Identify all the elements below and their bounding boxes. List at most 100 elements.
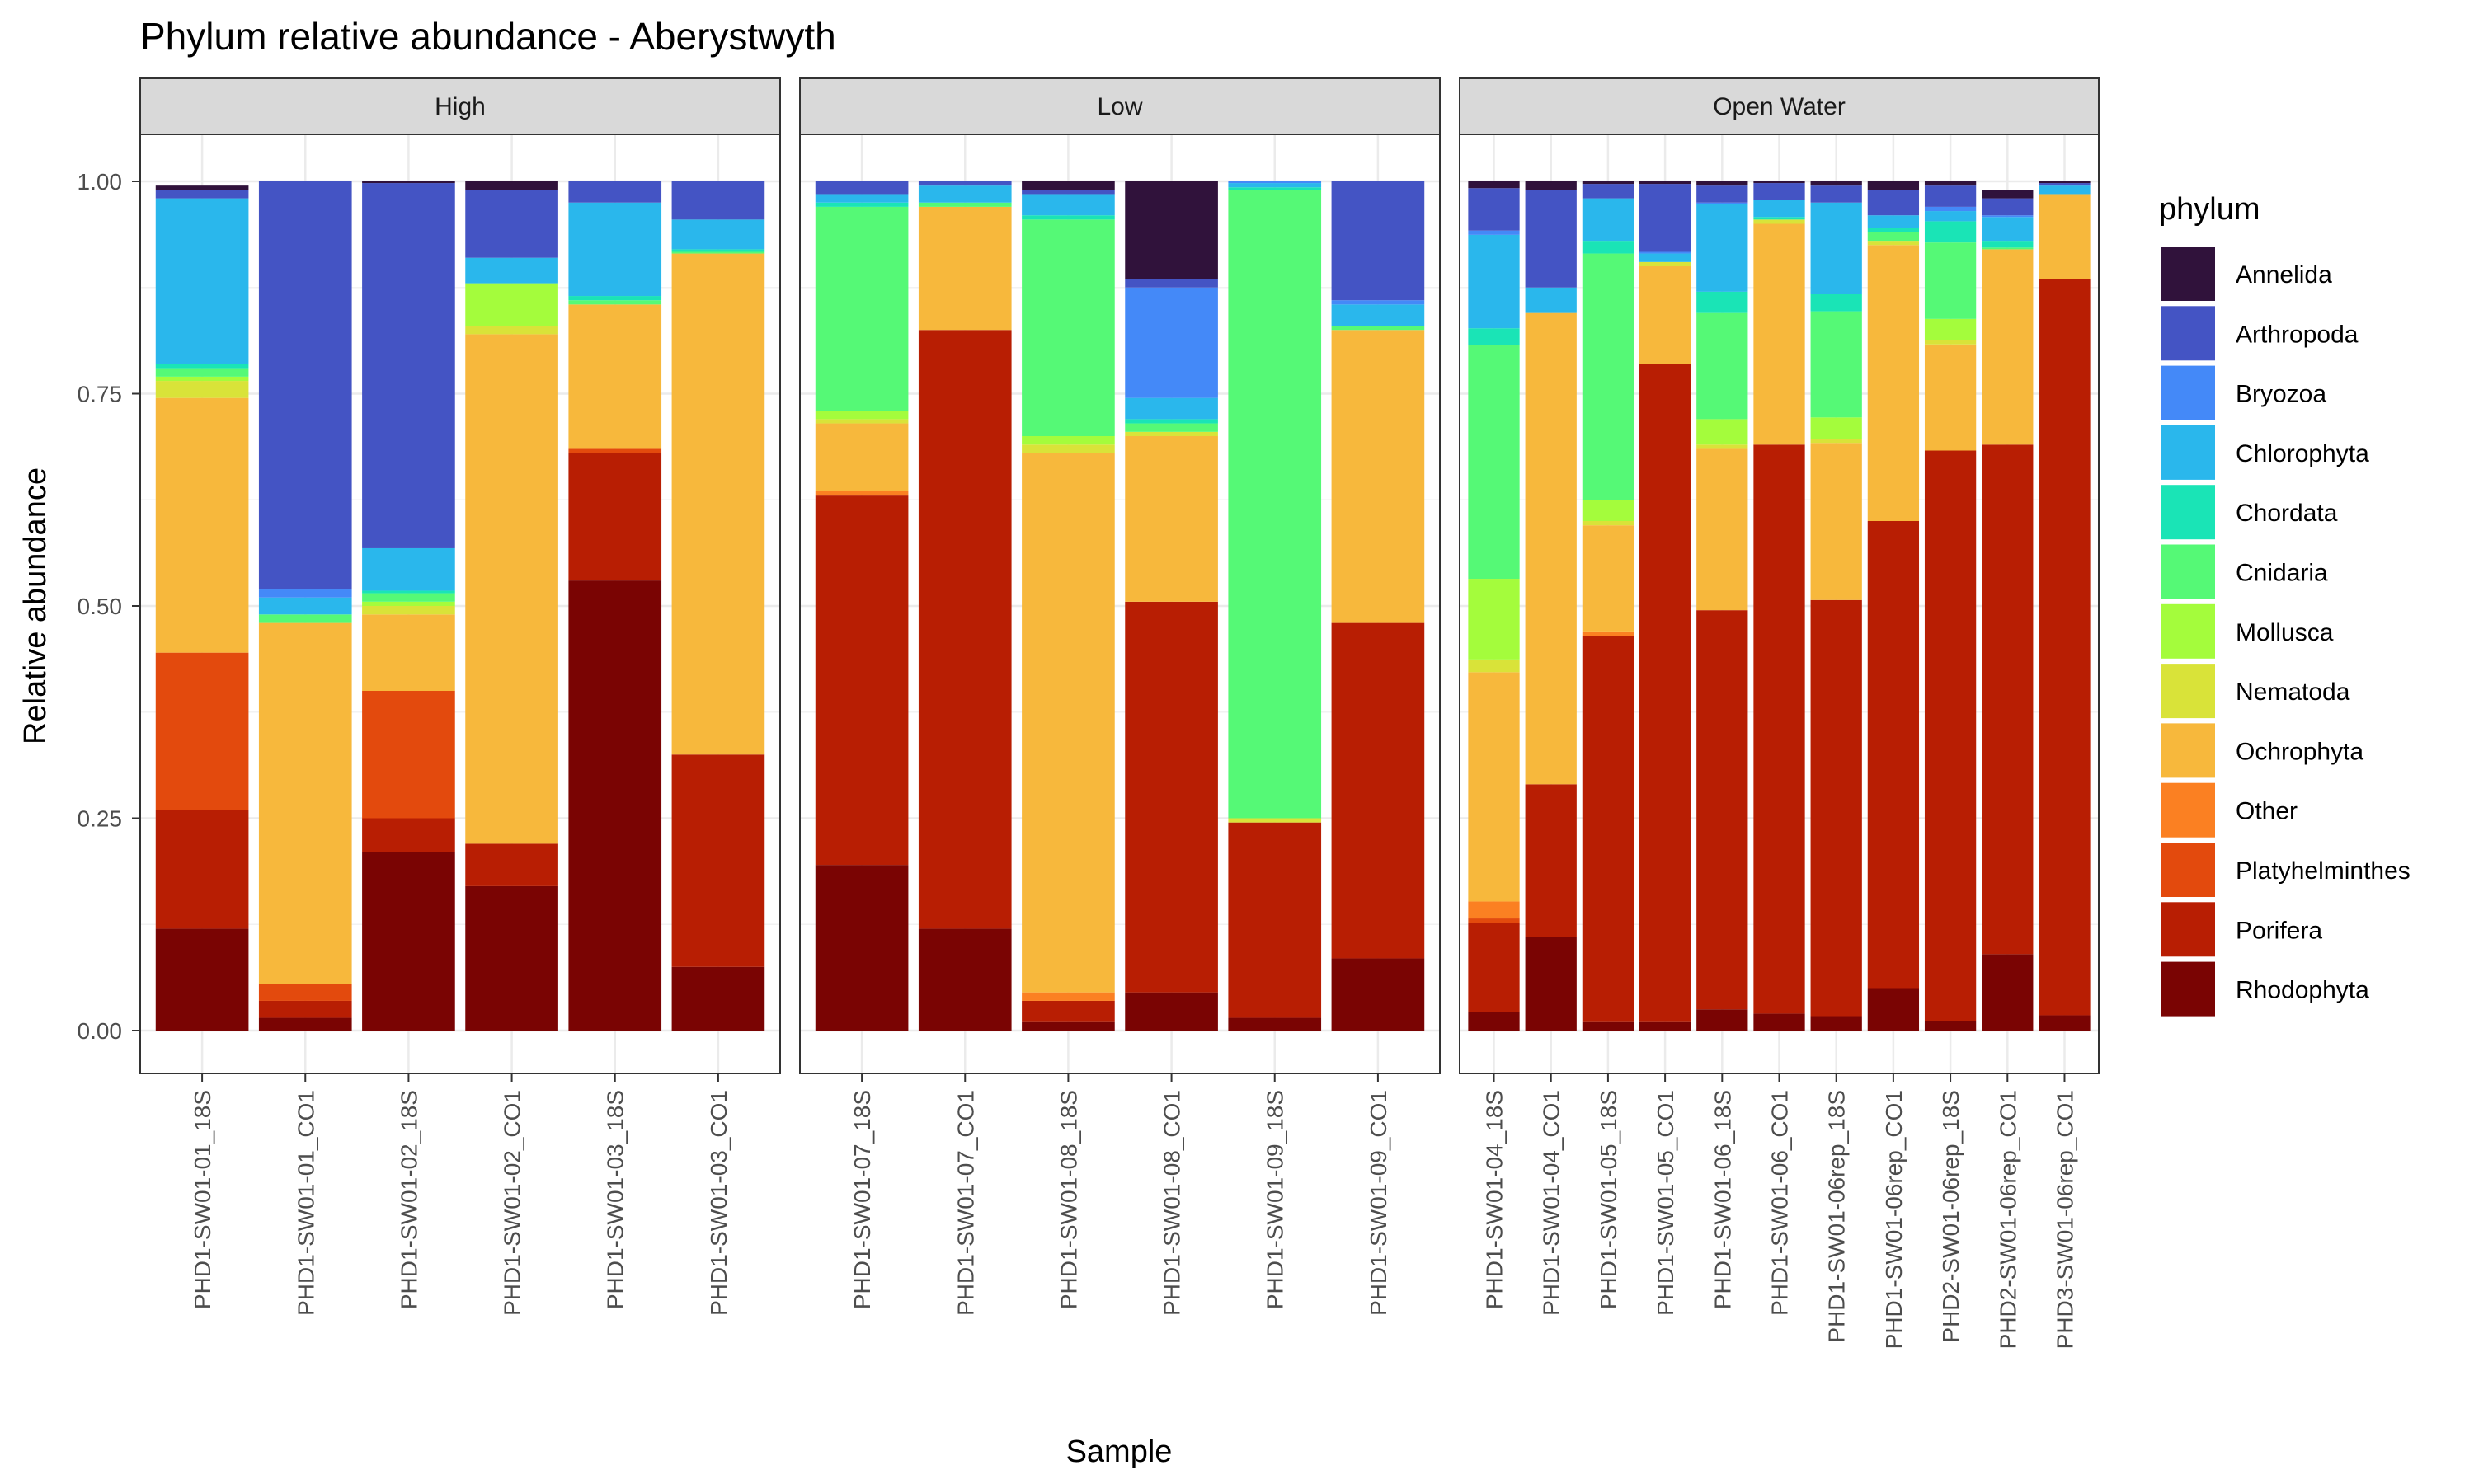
bar-segment (155, 368, 249, 377)
bar-segment (1696, 202, 1748, 204)
x-axis-title: Sample (1066, 1435, 1173, 1469)
bar-stack (671, 181, 765, 1031)
bar-segment (1696, 312, 1748, 420)
bar-segment (362, 590, 455, 594)
legend-swatch (2159, 960, 2217, 1018)
bar-segment (1125, 279, 1218, 288)
facet-strip-label: Open Water (1713, 93, 1846, 120)
bar-segment (1022, 1021, 1115, 1031)
bar-segment (1331, 622, 1425, 959)
bar-segment (258, 984, 352, 1001)
legend-item: Chlorophyta (2159, 423, 2369, 481)
bar-segment (671, 253, 765, 755)
legend-item: Porifera (2159, 900, 2322, 959)
legend-item: Rhodophyta (2159, 960, 2369, 1018)
x-tick-label: PHD2-SW01-06rep_18S (1938, 1090, 1964, 1343)
bar-segment (1753, 219, 1805, 224)
bar-stack (1810, 181, 1862, 1031)
bar-segment (1753, 200, 1805, 218)
facet-strip (1459, 77, 2100, 135)
bar-segment (1696, 610, 1748, 1010)
facet-panel: Open Water PHD1-SW01-04_18S PHD1-SW01-04_C… (1459, 77, 2100, 1349)
x-tick-label: PHD3-SW01-06rep_CO1 (2052, 1090, 2077, 1349)
legend-label: Arthropoda (2236, 321, 2359, 348)
bar-segment (1468, 345, 1520, 580)
bar-segment (1331, 326, 1425, 331)
bar-segment (1924, 221, 1977, 243)
bar-segment (258, 614, 352, 623)
bar-segment (1696, 1009, 1748, 1031)
x-tick-label: PHD1-SW01-07_18S (849, 1090, 875, 1309)
bar-segment (1924, 181, 1977, 186)
bar-segment (1924, 344, 1977, 451)
bar-segment (1582, 198, 1634, 242)
bar-segment (1022, 436, 1115, 445)
x-tick-label: PHD1-SW01-03_CO1 (706, 1090, 731, 1316)
bar-segment (1228, 181, 1322, 184)
legend-label: Rhodophyta (2236, 977, 2369, 1004)
bar-segment (1022, 444, 1115, 453)
bar-segment (1924, 211, 1977, 222)
bar-segment (1867, 241, 1920, 246)
x-tick-label: PHD1-SW01-06rep_CO1 (1881, 1090, 1907, 1349)
bar-stack (1696, 181, 1748, 1031)
y-axis: 0.00 0.25 0.50 0.75 1.00 (78, 169, 140, 1044)
bar-segment (1331, 958, 1425, 1031)
bar-segment (1468, 579, 1520, 660)
bar-segment (918, 928, 1012, 1031)
bar-segment (155, 381, 249, 398)
bar-segment (1125, 419, 1218, 424)
bar-segment (1696, 204, 1748, 292)
bar-segment (1867, 228, 1920, 232)
bar-segment (1639, 253, 1691, 262)
bar-segment (1810, 1016, 1862, 1031)
bar-segment (1867, 190, 1920, 216)
bar-segment (1696, 291, 1748, 313)
bar-segment (1924, 1021, 1977, 1031)
legend-label: Platyhelminthes (2236, 857, 2411, 885)
bar-segment (1753, 444, 1805, 1014)
bar-segment (1468, 659, 1520, 673)
legend-title: phylum (2159, 192, 2260, 227)
bar-segment (2039, 279, 2091, 1016)
bar-stack (568, 181, 662, 1031)
legend-swatch (2159, 721, 2217, 780)
bar-segment (815, 865, 909, 1031)
x-tick-label: PHD1-SW01-09_CO1 (1366, 1090, 1391, 1316)
bar-segment (671, 251, 765, 254)
bar-stack (1582, 181, 1634, 1031)
bar-segment (1525, 190, 1577, 288)
legend-item: Cnidaria (2159, 542, 2328, 601)
bar-segment (1982, 198, 2034, 216)
bar-segment (1867, 988, 1920, 1031)
bar-segment (155, 376, 249, 382)
bar-segment (1468, 181, 1520, 189)
bar-segment (918, 330, 1012, 929)
bar-segment (155, 186, 249, 190)
bar-stack (1331, 181, 1425, 1031)
legend-item: Chordata (2159, 483, 2338, 542)
bar-segment (568, 304, 662, 449)
legend-item: Mollusca (2159, 602, 2334, 660)
bar-segment (1468, 672, 1520, 902)
bar-segment (568, 580, 662, 1031)
legend-swatch (2159, 602, 2217, 660)
bar-segment (1753, 183, 1805, 200)
bar-segment (1924, 206, 1977, 212)
bar-segment (1924, 186, 1977, 207)
bar-segment (815, 419, 909, 424)
bar-segment (918, 202, 1012, 207)
legend-swatch (2159, 245, 2217, 303)
bar-segment (1867, 232, 1920, 242)
bar-segment (1125, 397, 1218, 420)
bar-segment (465, 334, 558, 844)
legend-item: Arthropoda (2159, 304, 2359, 363)
bar-segment (1125, 992, 1218, 1031)
legend-label: Porifera (2236, 917, 2322, 944)
bar-stack (362, 181, 455, 1031)
legend-swatch (2159, 900, 2217, 959)
bar-segment (1924, 318, 1977, 340)
bar-stack (1468, 181, 1520, 1031)
bar-stack (1228, 181, 1322, 1031)
bar-segment (1582, 500, 1634, 521)
